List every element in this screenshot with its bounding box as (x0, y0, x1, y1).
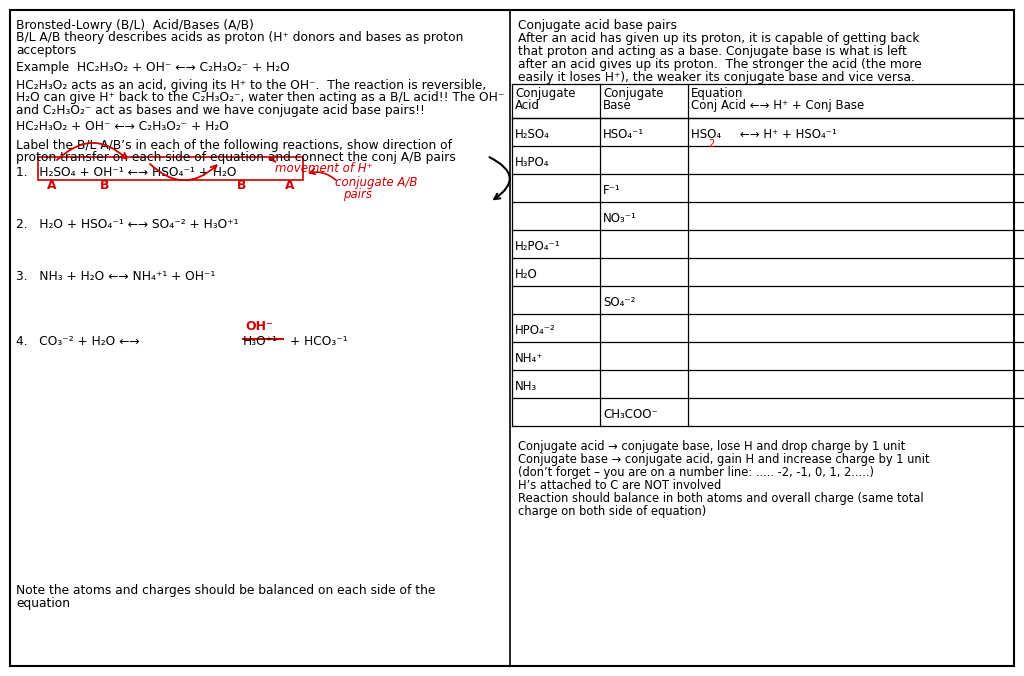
Text: B: B (100, 179, 110, 192)
Text: that proton and acting as a base. Conjugate base is what is left: that proton and acting as a base. Conjug… (518, 45, 907, 58)
Text: Reaction should balance in both atoms and overall charge (same total: Reaction should balance in both atoms an… (518, 492, 924, 505)
Text: after an acid gives up its proton.  The stronger the acid (the more: after an acid gives up its proton. The s… (518, 58, 922, 71)
Text: Note the atoms and charges should be balanced on each side of the: Note the atoms and charges should be bal… (16, 584, 435, 597)
Bar (38, 157, 303, 180)
Text: Acid: Acid (515, 99, 540, 112)
Text: H₂SO₄: H₂SO₄ (515, 128, 550, 141)
Text: HPO₄⁻²: HPO₄⁻² (515, 324, 556, 337)
Text: H₃O⁺¹: H₃O⁺¹ (243, 335, 278, 348)
Text: H₃PO₄: H₃PO₄ (515, 156, 550, 169)
Text: pairs: pairs (343, 188, 372, 201)
Text: (don’t forget – you are on a number line: ..... -2, -1, 0, 1, 2.....): (don’t forget – you are on a number line… (518, 466, 874, 479)
Text: CH₃COO⁻: CH₃COO⁻ (603, 408, 657, 421)
Text: NH₃: NH₃ (515, 380, 538, 393)
Text: SO₄⁻²: SO₄⁻² (603, 296, 635, 309)
Text: easily it loses H⁺), the weaker its conjugate base and vice versa.: easily it loses H⁺), the weaker its conj… (518, 71, 914, 84)
Text: OH⁻: OH⁻ (245, 320, 272, 333)
Text: HC₂H₃O₂ acts as an acid, giving its H⁺ to the OH⁻.  The reaction is reversible,: HC₂H₃O₂ acts as an acid, giving its H⁺ t… (16, 79, 486, 92)
Text: acceptors: acceptors (16, 44, 76, 57)
Text: Conjugate acid → conjugate base, lose H and drop charge by 1 unit: Conjugate acid → conjugate base, lose H … (518, 440, 905, 453)
Text: Bronsted-Lowry (B/L)  Acid/Bases (A/B): Bronsted-Lowry (B/L) Acid/Bases (A/B) (16, 19, 254, 32)
Text: Conjugate base → conjugate acid, gain H and increase charge by 1 unit: Conjugate base → conjugate acid, gain H … (518, 453, 930, 466)
Text: H₂O can give H⁺ back to the C₂H₃O₂⁻, water then acting as a B/L acid!! The OH⁻: H₂O can give H⁺ back to the C₂H₃O₂⁻, wat… (16, 91, 505, 105)
Text: proton transfer on each side of equation and connect the conj A/B pairs: proton transfer on each side of equation… (16, 151, 456, 164)
Text: NO₃⁻¹: NO₃⁻¹ (603, 212, 637, 225)
Text: movement of H⁺: movement of H⁺ (275, 162, 373, 175)
Text: H₂O: H₂O (515, 268, 538, 281)
Text: Conjugate: Conjugate (515, 87, 575, 100)
Text: Conj Acid ←→ H⁺ + Conj Base: Conj Acid ←→ H⁺ + Conj Base (691, 99, 864, 112)
Text: Equation: Equation (691, 87, 743, 100)
Text: Example  HC₂H₃O₂ + OH⁻ ←→ C₂H₃O₂⁻ + H₂O: Example HC₂H₃O₂ + OH⁻ ←→ C₂H₃O₂⁻ + H₂O (16, 60, 290, 74)
Text: 4.   CO₃⁻² + H₂O ←→: 4. CO₃⁻² + H₂O ←→ (16, 335, 139, 348)
Text: conjugate A/B: conjugate A/B (335, 176, 418, 189)
Text: A: A (47, 179, 56, 192)
Text: Base: Base (603, 99, 632, 112)
Text: F⁻¹: F⁻¹ (603, 184, 621, 197)
Text: Label the B/L A/B’s in each of the following reactions, show direction of: Label the B/L A/B’s in each of the follo… (16, 139, 452, 152)
Text: 2.   H₂O + HSO₄⁻¹ ←→ SO₄⁻² + H₃O⁺¹: 2. H₂O + HSO₄⁻¹ ←→ SO₄⁻² + H₃O⁺¹ (16, 218, 239, 231)
Text: HSO₄⁻¹: HSO₄⁻¹ (603, 128, 644, 141)
Text: A: A (285, 179, 295, 192)
Text: equation: equation (16, 597, 70, 610)
Text: H₂PO₄⁻¹: H₂PO₄⁻¹ (515, 240, 560, 253)
Text: H’s attached to C are NOT involved: H’s attached to C are NOT involved (518, 479, 721, 492)
Text: and C₂H₃O₂⁻ act as bases and we have conjugate acid base pairs!!: and C₂H₃O₂⁻ act as bases and we have con… (16, 104, 425, 117)
Text: + HCO₃⁻¹: + HCO₃⁻¹ (290, 335, 347, 348)
Text: HSO₄     ←→ H⁺ + HSO₄⁻¹: HSO₄ ←→ H⁺ + HSO₄⁻¹ (691, 128, 837, 141)
Text: Conjugate: Conjugate (603, 87, 664, 100)
Text: charge on both side of equation): charge on both side of equation) (518, 505, 707, 518)
Text: B: B (237, 179, 247, 192)
Text: HC₂H₃O₂ + OH⁻ ←→ C₂H₃O₂⁻ + H₂O: HC₂H₃O₂ + OH⁻ ←→ C₂H₃O₂⁻ + H₂O (16, 120, 229, 133)
Text: 3.   NH₃ + H₂O ←→ NH₄⁺¹ + OH⁻¹: 3. NH₃ + H₂O ←→ NH₄⁺¹ + OH⁻¹ (16, 270, 215, 283)
Text: After an acid has given up its proton, it is capable of getting back: After an acid has given up its proton, i… (518, 32, 920, 45)
Text: 2: 2 (708, 139, 715, 149)
Text: NH₄⁺: NH₄⁺ (515, 352, 544, 365)
Text: 1.   H₂SO₄ + OH⁻¹ ←→ HSO₄⁻¹ + H₂O: 1. H₂SO₄ + OH⁻¹ ←→ HSO₄⁻¹ + H₂O (16, 166, 237, 179)
Text: B/L A/B theory describes acids as proton (H⁺ donors and bases as proton: B/L A/B theory describes acids as proton… (16, 32, 464, 45)
Text: Conjugate acid base pairs: Conjugate acid base pairs (518, 19, 677, 32)
